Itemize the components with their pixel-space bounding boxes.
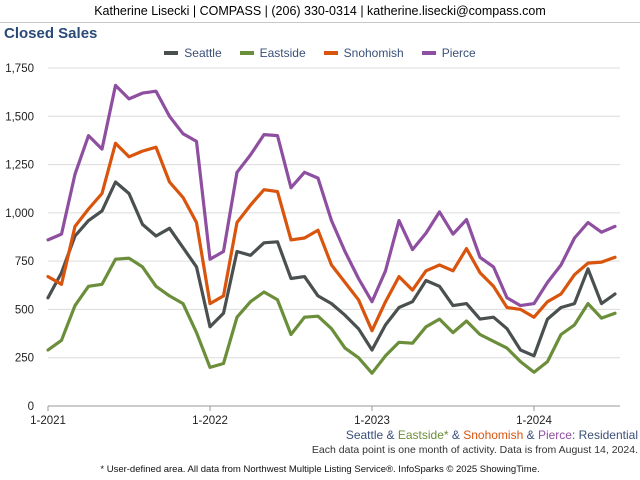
legend-item-seattle[interactable]: Seattle bbox=[164, 45, 222, 61]
area-note-snohomish: Snohomish bbox=[463, 428, 524, 442]
series-line-snohomish[interactable] bbox=[46, 141, 617, 333]
area-note-amp: & bbox=[448, 428, 464, 442]
x-tick-label: 1-2023 bbox=[354, 415, 390, 427]
activity-note: Each data point is one month of activity… bbox=[311, 444, 638, 456]
legend-swatch-snohomish bbox=[323, 51, 338, 55]
legend-item-pierce[interactable]: Pierce bbox=[421, 45, 476, 61]
x-tick-label: 1-2021 bbox=[30, 415, 66, 427]
agent-contact-text: Katherine Lisecki | COMPASS | (206) 330-… bbox=[94, 4, 546, 18]
area-note-amp: & bbox=[523, 428, 538, 442]
legend-item-snohomish[interactable]: Snohomish bbox=[323, 45, 404, 61]
chart-title: Closed Sales bbox=[4, 25, 98, 42]
area-note-amp: & bbox=[383, 428, 398, 442]
y-tick-label: 0 bbox=[28, 401, 34, 413]
y-tick-label: 1,250 bbox=[5, 160, 34, 172]
y-tick-label: 500 bbox=[15, 304, 34, 316]
agent-header: Katherine Lisecki | COMPASS | (206) 330-… bbox=[0, 0, 640, 23]
legend-swatch-seattle bbox=[164, 51, 179, 55]
legend-swatch-pierce bbox=[421, 51, 436, 55]
chart-legend: Seattle Eastside Snohomish Pierce bbox=[0, 45, 640, 61]
y-tick-label: 1,750 bbox=[5, 63, 34, 75]
area-note-eastside: Eastside* bbox=[397, 428, 449, 442]
x-tick-label: 1-2024 bbox=[516, 415, 552, 427]
y-tick-label: 750 bbox=[15, 256, 34, 268]
area-note: Seattle & Eastside* & Snohomish & Pierce… bbox=[346, 428, 638, 442]
legend-label-pierce: Pierce bbox=[441, 46, 476, 60]
legend-item-eastside[interactable]: Eastside bbox=[239, 45, 306, 61]
area-note-seattle: Seattle bbox=[345, 428, 384, 442]
legend-label-seattle: Seattle bbox=[184, 46, 222, 60]
y-tick-label: 1,000 bbox=[5, 208, 34, 220]
legend-label-snohomish: Snohomish bbox=[343, 46, 404, 60]
x-tick-label: 1-2022 bbox=[192, 415, 228, 427]
area-note-residential: : Residential bbox=[571, 428, 638, 442]
y-tick-label: 1,500 bbox=[5, 111, 34, 123]
series-line-seattle[interactable] bbox=[46, 180, 617, 358]
area-note-pierce: Pierce bbox=[537, 428, 572, 442]
legend-swatch-eastside bbox=[239, 51, 254, 55]
y-tick-label: 250 bbox=[15, 353, 34, 365]
source-footer: * User-defined area. All data from North… bbox=[100, 464, 540, 475]
series-line-pierce[interactable] bbox=[46, 83, 617, 308]
series-line-eastside[interactable] bbox=[46, 256, 617, 375]
legend-label-eastside: Eastside bbox=[259, 46, 306, 60]
